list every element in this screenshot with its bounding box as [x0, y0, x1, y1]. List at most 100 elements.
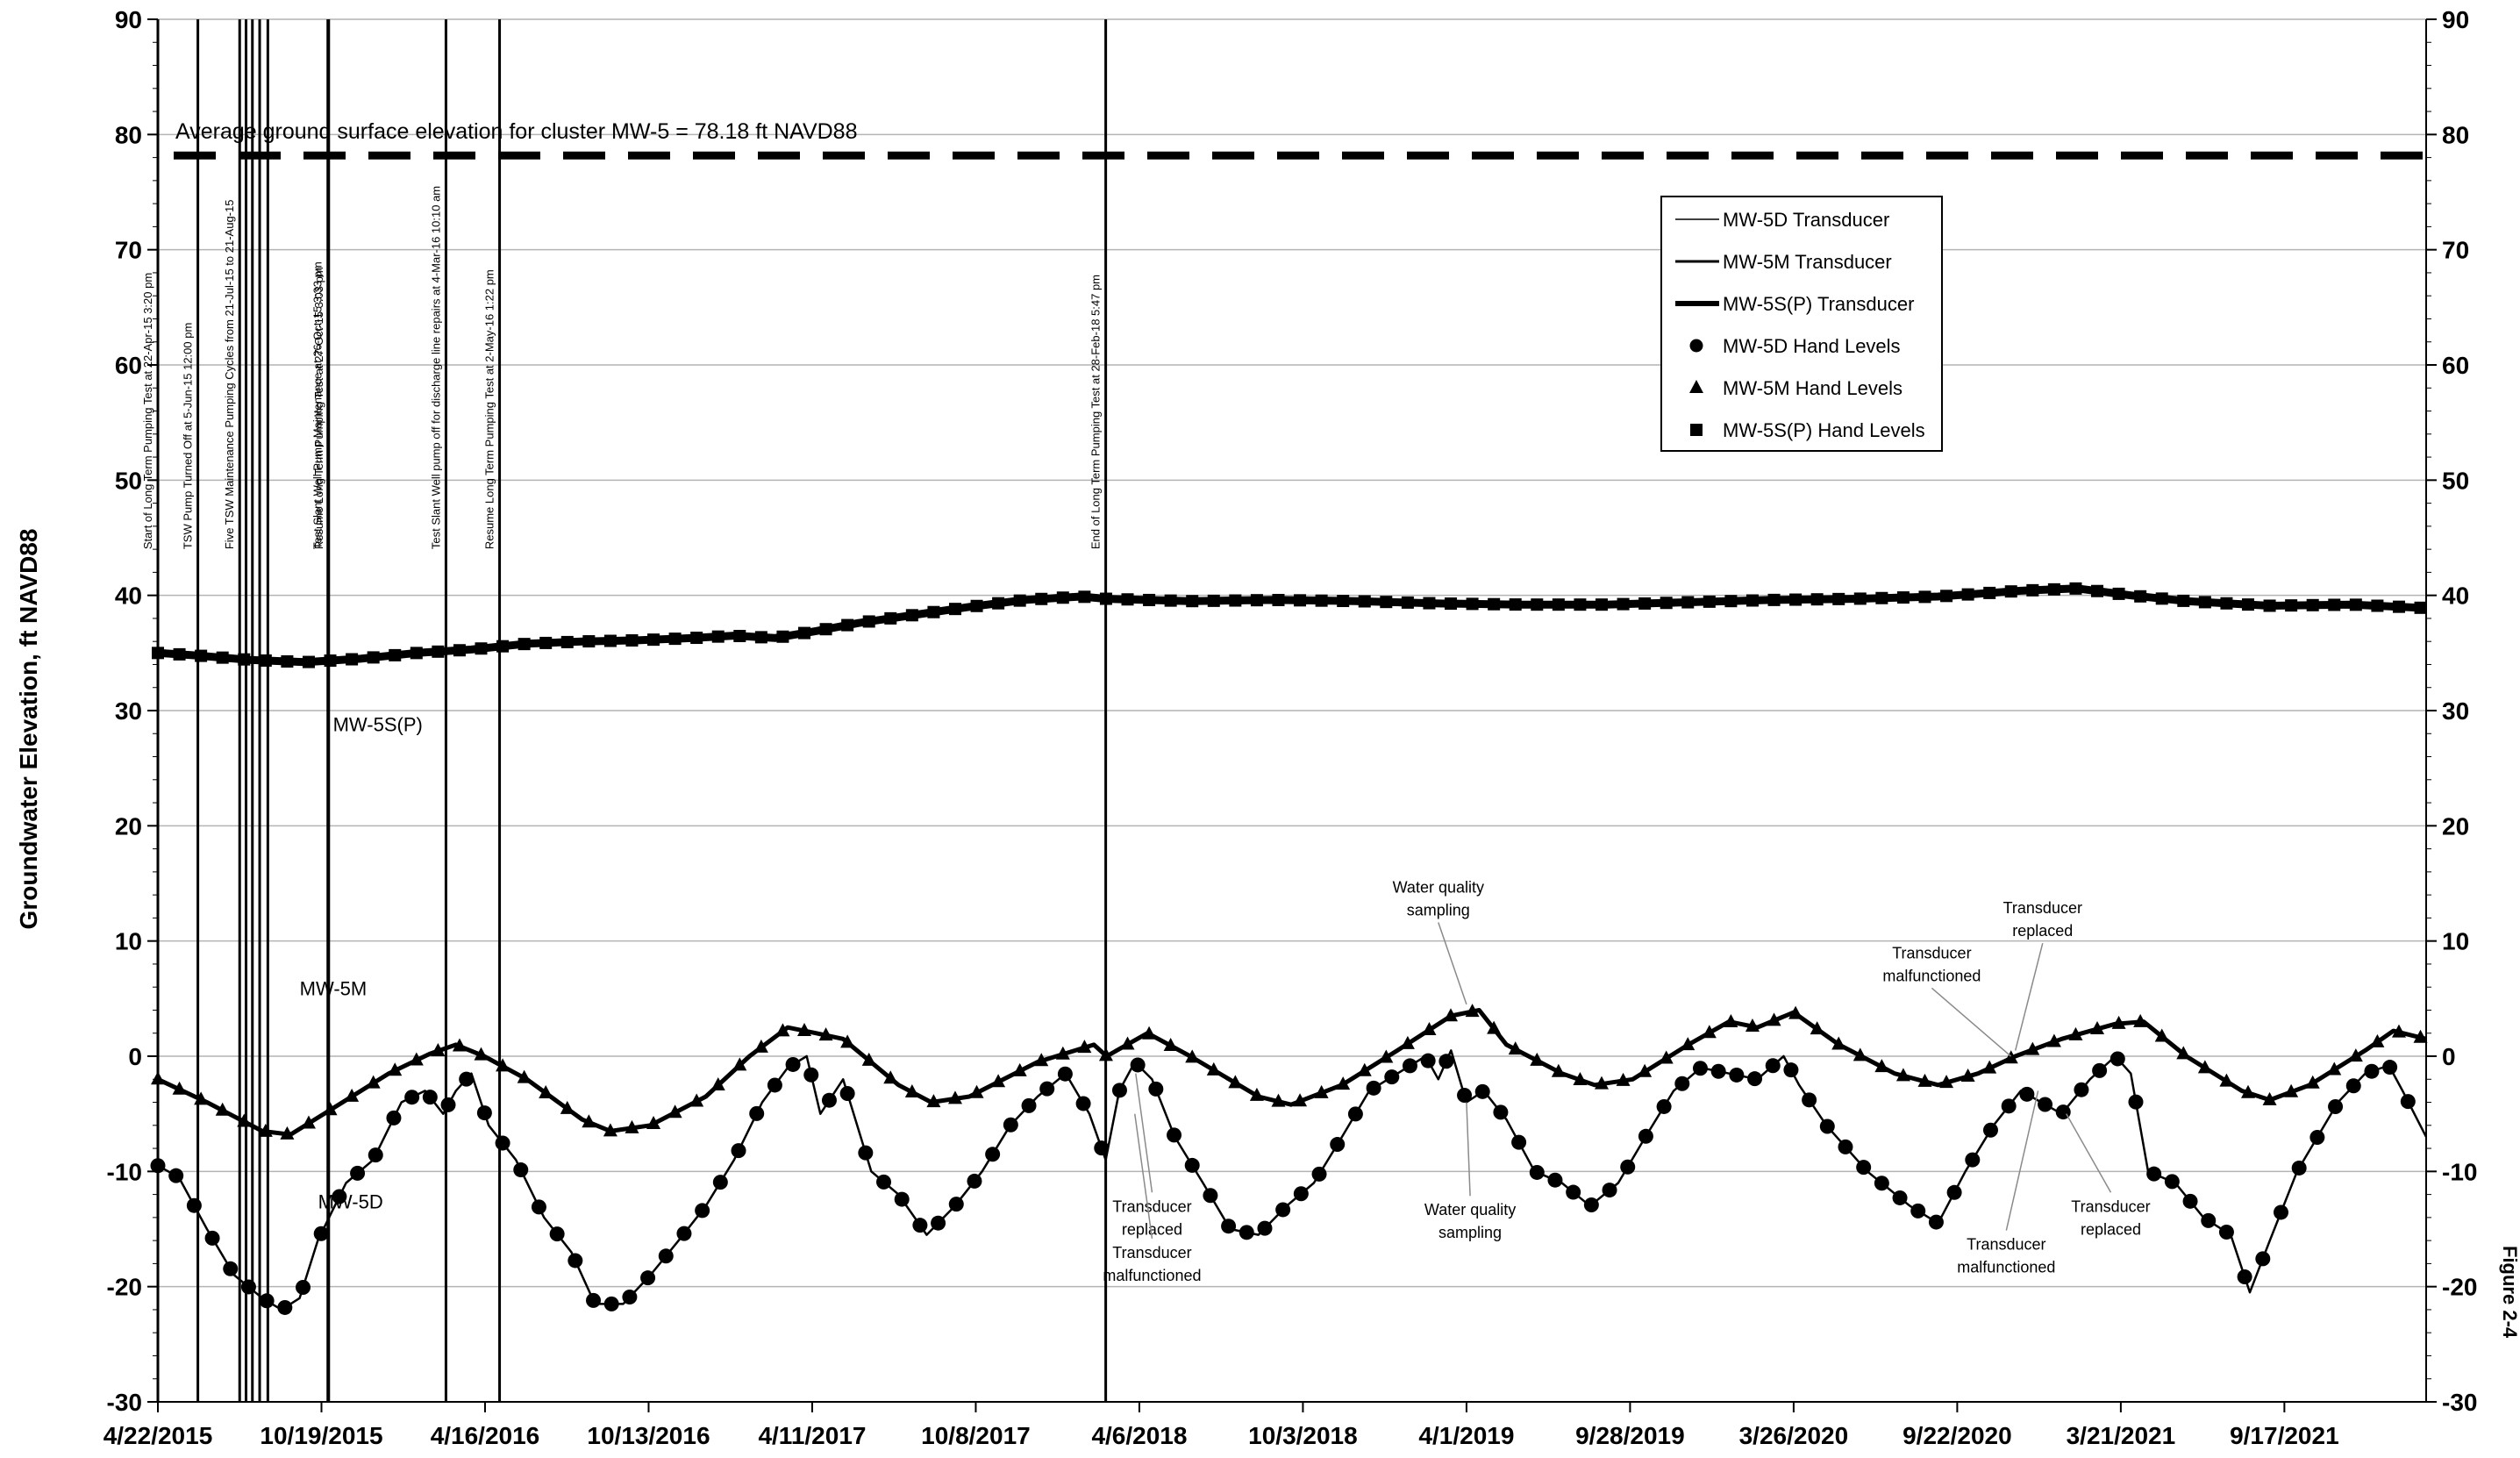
hand-level-circle: [658, 1248, 674, 1264]
hand-level-circle: [894, 1191, 910, 1207]
hand-level-square: [2198, 596, 2211, 609]
y2-tick-label: -10: [2442, 1158, 2477, 1185]
y-tick-label: 60: [115, 352, 142, 379]
hand-level-triangle: [1487, 1020, 1502, 1034]
hand-level-triangle: [2240, 1084, 2255, 1098]
hand-level-square: [2069, 582, 2082, 595]
hand-level-circle: [712, 1175, 728, 1190]
hand-level-square: [2134, 590, 2147, 603]
hand-level-circle: [1257, 1220, 1273, 1236]
legend: MW-5D Transducer MW-5M Transducer MW-5S(P)…: [1660, 196, 1943, 452]
hand-level-square: [1875, 591, 1888, 604]
hand-level-circle: [967, 1173, 982, 1189]
hand-level-circle: [1184, 1157, 1200, 1173]
hand-level-circle: [839, 1085, 855, 1101]
hand-level-square: [2220, 597, 2233, 610]
annotation-text: Transducer: [1112, 1197, 1191, 1215]
hand-level-triangle: [301, 1115, 316, 1129]
hand-level-circle: [277, 1299, 293, 1315]
hand-level-circle: [1638, 1128, 1653, 1144]
legend-label: MW-5S(P) Hand Levels: [1723, 419, 1925, 441]
hand-level-square: [2177, 594, 2190, 607]
hand-level-circle: [223, 1261, 239, 1276]
hand-level-triangle: [1508, 1041, 1523, 1055]
hand-level-triangle: [818, 1027, 833, 1041]
hand-level-square: [1595, 598, 1608, 611]
hand-level-triangle: [215, 1102, 230, 1116]
hand-level-triangle: [710, 1077, 725, 1091]
hand-level-circle: [1928, 1214, 1944, 1230]
hand-level-triangle: [1206, 1061, 1221, 1076]
hand-level-square: [1896, 591, 1910, 604]
annotation-text: malfunctioned: [1103, 1267, 1201, 1284]
hand-level-triangle: [1681, 1037, 1695, 1051]
legend-box: [1660, 196, 1943, 452]
event-label: Five TSW Maintenance Pumping Cycles from…: [223, 200, 236, 550]
hand-level-circle: [2001, 1098, 2017, 1114]
hand-level-square: [1121, 593, 1134, 606]
annotation-leader: [2066, 1113, 2112, 1193]
y-tick-label: 30: [115, 697, 142, 725]
hand-level-triangle: [2133, 1013, 2148, 1027]
hand-level-triangle: [603, 1123, 618, 1137]
hand-level-triangle: [431, 1043, 446, 1057]
hand-level-square: [518, 638, 531, 651]
annotation-leader: [1466, 1102, 1471, 1197]
hand-level-circle: [440, 1097, 456, 1112]
x-tick-label: 9/17/2021: [2230, 1422, 2339, 1449]
hand-level-circle: [821, 1092, 837, 1108]
hand-level-circle: [2110, 1051, 2125, 1067]
hand-level-circle: [1311, 1166, 1327, 1182]
y-tick-label: 80: [115, 121, 142, 148]
hand-level-circle: [549, 1226, 565, 1242]
hand-level-triangle: [1336, 1076, 1351, 1090]
y2-tick-label: 70: [2442, 237, 2469, 264]
hand-level-circle: [1729, 1067, 1745, 1083]
hand-level-square: [1078, 590, 1091, 604]
hand-level-square: [432, 645, 445, 658]
hand-level-circle: [876, 1174, 892, 1190]
hand-level-square: [776, 630, 789, 643]
hand-level-square: [1164, 594, 1177, 607]
hand-level-circle: [912, 1218, 928, 1233]
hand-level-square: [1056, 591, 1069, 604]
hand-level-square: [884, 611, 897, 625]
y2-tick-label: 10: [2442, 928, 2469, 955]
hand-level-circle: [1566, 1184, 1581, 1200]
hand-level-square: [1574, 598, 1587, 611]
hand-level-triangle: [732, 1057, 747, 1071]
hand-level-circle: [386, 1110, 402, 1126]
annotation-text: replaced: [1122, 1220, 1182, 1238]
hand-level-square: [1401, 596, 1414, 609]
hand-level-circle: [1057, 1066, 1073, 1082]
hand-level-square: [1617, 597, 1630, 611]
hand-level-circle: [2345, 1078, 2361, 1094]
hand-level-circle: [1602, 1183, 1617, 1198]
hand-level-square: [690, 632, 703, 645]
hand-level-square: [1294, 594, 1307, 607]
hand-level-triangle: [409, 1052, 424, 1066]
hand-level-circle: [531, 1199, 546, 1215]
hand-level-triangle: [2305, 1075, 2320, 1089]
hand-level-square: [2155, 592, 2168, 605]
hand-level-square: [346, 653, 359, 666]
hand-level-circle: [1221, 1219, 1237, 1234]
hand-level-circle: [313, 1226, 329, 1241]
hand-level-triangle: [1400, 1035, 1415, 1049]
hand-level-circle: [1493, 1104, 1509, 1120]
hand-level-square: [2091, 584, 2104, 597]
hand-level-triangle: [1874, 1059, 1889, 1073]
hand-level-triangle: [323, 1102, 338, 1116]
hand-level-triangle: [1767, 1012, 1781, 1026]
y2-tick-label: -30: [2442, 1389, 2477, 1416]
hand-level-circle: [1910, 1203, 1926, 1219]
hand-level-triangle: [1895, 1068, 1910, 1082]
hand-level-circle: [1275, 1202, 1291, 1218]
event-label: Resume Long Term Pumping Test at 2-May-1…: [483, 269, 496, 549]
legend-label: MW-5S(P) Transducer: [1723, 293, 1914, 315]
hand-level-circle: [1366, 1080, 1381, 1096]
hand-level-circle: [168, 1168, 184, 1183]
hand-level-triangle: [1120, 1036, 1135, 1050]
hand-level-circle: [1457, 1088, 1473, 1104]
hand-level-square: [173, 647, 186, 661]
